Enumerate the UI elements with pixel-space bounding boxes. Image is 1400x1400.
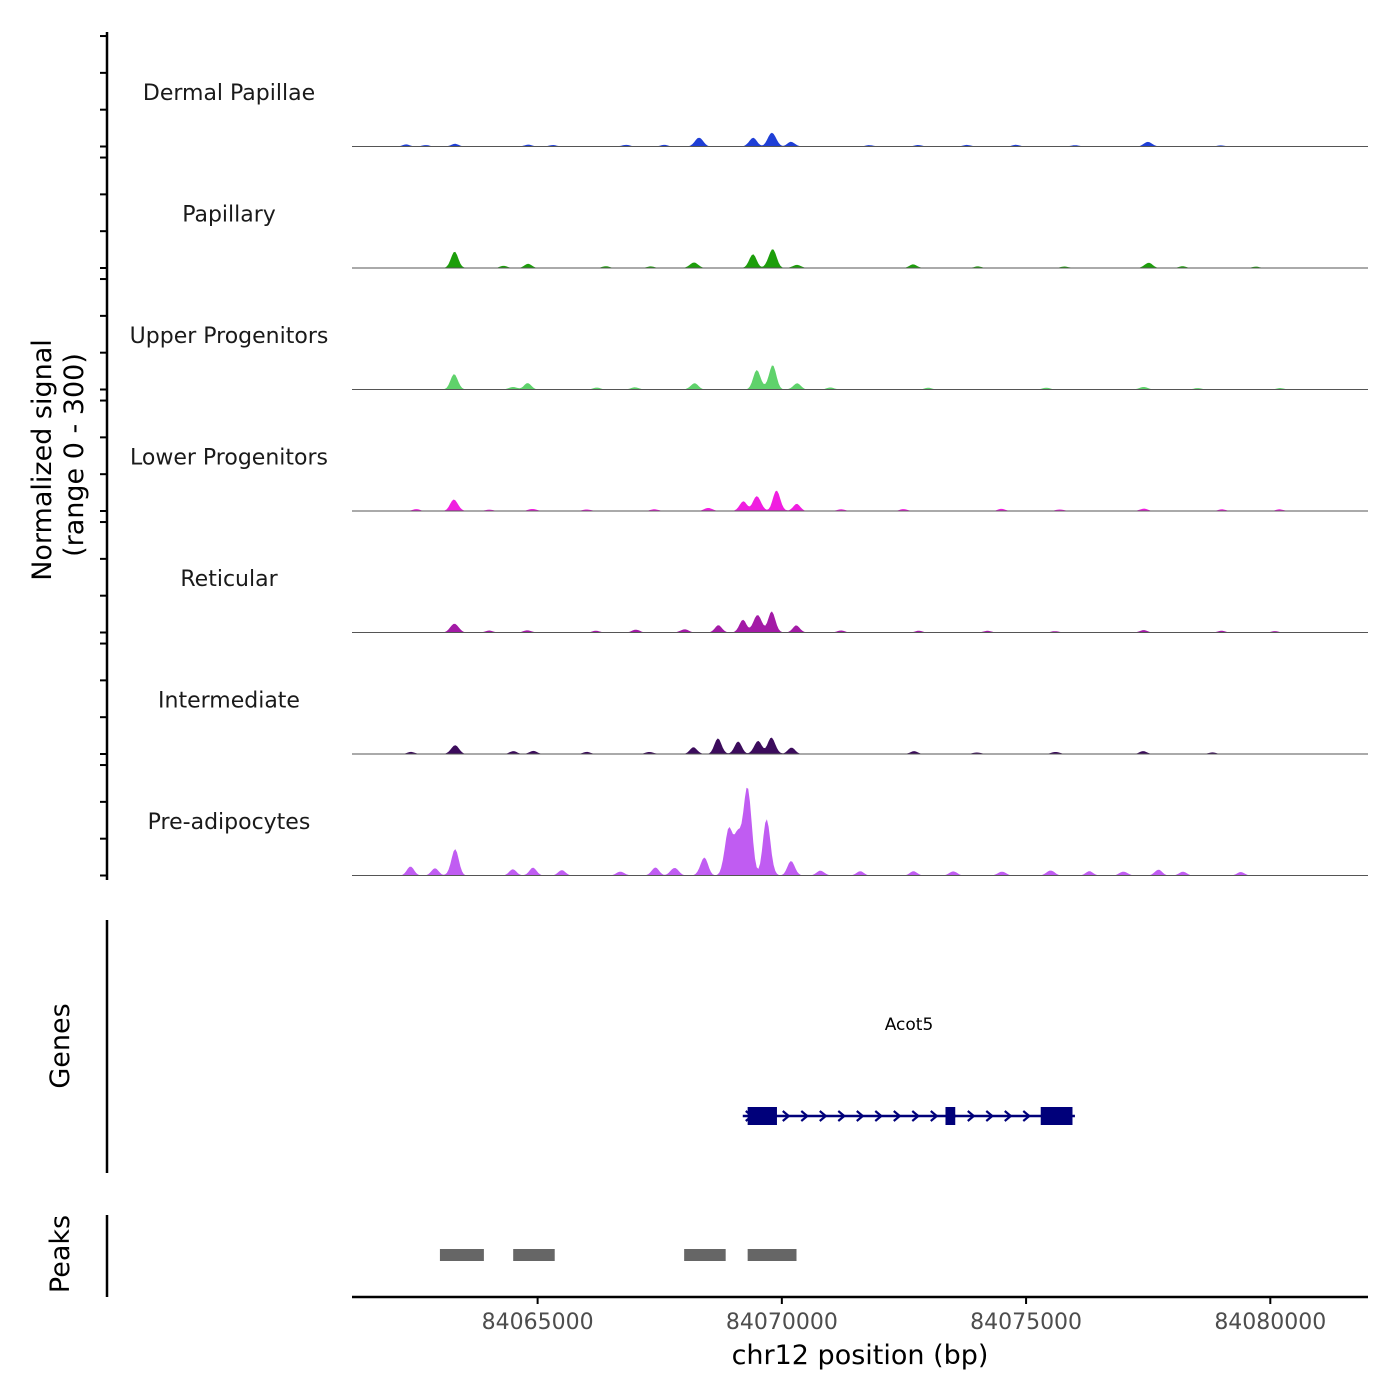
x-tick-label: 84080000 xyxy=(1214,1310,1326,1335)
coverage-area xyxy=(352,132,1368,147)
strand-arrow xyxy=(837,1110,846,1122)
strand-arrow xyxy=(874,1110,883,1122)
track-label: Lower Progenitors xyxy=(130,446,328,471)
genes-panel-label: Genes xyxy=(45,1003,76,1088)
gene-label: Acot5 xyxy=(885,1015,934,1035)
y-axis-title: Normalized signal (range 0 - 300) xyxy=(27,339,90,581)
coverage-area xyxy=(352,611,1368,633)
track-papillary: Papillary xyxy=(100,156,1368,269)
peak-track xyxy=(439,1249,797,1261)
strand-arrow xyxy=(985,1110,994,1122)
peak-region xyxy=(513,1249,555,1261)
coverage-tracks: Dermal Papillae Papillary Upper Progenitor… xyxy=(100,35,1368,877)
track-lower-progenitors: Lower Progenitors xyxy=(100,399,1368,512)
track-intermediate: Intermediate xyxy=(100,642,1368,755)
exon xyxy=(747,1107,777,1125)
track-reticular: Reticular xyxy=(100,521,1368,634)
strand-arrow xyxy=(819,1110,828,1122)
x-axis-title: chr12 position (bp) xyxy=(732,1340,989,1371)
coverage-area xyxy=(352,787,1368,876)
track-label: Dermal Papillae xyxy=(143,81,315,106)
track-label: Reticular xyxy=(180,567,278,592)
x-tick-label: 84065000 xyxy=(482,1310,594,1335)
coverage-area xyxy=(352,249,1368,268)
strand-arrow xyxy=(930,1110,939,1122)
track-label: Upper Progenitors xyxy=(130,324,329,349)
strand-arrow xyxy=(856,1110,865,1122)
x-axis: 84065000 84070000 84075000 84080000 xyxy=(352,1295,1368,1335)
peak-region xyxy=(684,1249,726,1261)
gene-acot5: Acot5 xyxy=(742,1015,1075,1125)
exon xyxy=(945,1107,956,1125)
strand-arrow xyxy=(800,1110,809,1122)
exon xyxy=(1040,1107,1073,1125)
peak-region xyxy=(439,1249,484,1261)
track-label: Papillary xyxy=(182,203,276,228)
y-axis-title-line1: Normalized signal xyxy=(27,339,58,581)
y-axis-title-line2: (range 0 - 300) xyxy=(59,353,90,557)
x-tick-label: 84075000 xyxy=(970,1310,1082,1335)
track-dermal-papillae: Dermal Papillae xyxy=(100,35,1368,148)
strand-arrow xyxy=(1022,1110,1031,1122)
track-label: Intermediate xyxy=(158,689,300,714)
x-tick-label: 84070000 xyxy=(726,1310,838,1335)
coverage-area xyxy=(352,737,1368,754)
strand-arrow xyxy=(782,1110,791,1122)
strand-arrow xyxy=(911,1110,920,1122)
strand-arrow xyxy=(1004,1110,1013,1122)
strand-arrow xyxy=(893,1110,902,1122)
track-pre-adipocytes: Pre-adipocytes xyxy=(100,764,1368,877)
coverage-area xyxy=(352,490,1368,511)
peak-region xyxy=(747,1249,797,1261)
track-label: Pre-adipocytes xyxy=(148,810,311,835)
gene-track: Acot5 xyxy=(742,1015,1075,1125)
strand-arrow xyxy=(967,1110,976,1122)
peaks-panel-label: Peaks xyxy=(45,1215,76,1293)
coverage-area xyxy=(352,365,1368,390)
track-upper-progenitors: Upper Progenitors xyxy=(100,278,1368,391)
